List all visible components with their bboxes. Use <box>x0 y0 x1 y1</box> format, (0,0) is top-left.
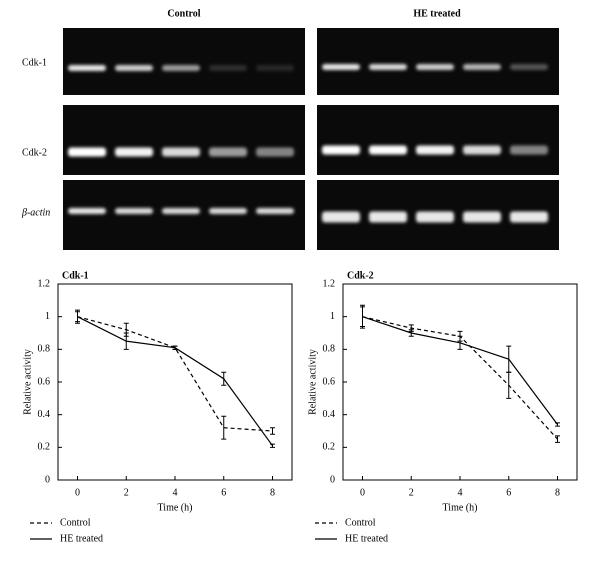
plot-frame <box>342 283 578 481</box>
y-tick-label: 0.2 <box>323 442 336 453</box>
chart-title: Cdk-2 <box>347 270 374 281</box>
y-tick-label: 1 <box>45 311 50 322</box>
error-bar <box>408 329 414 337</box>
gel-band <box>463 145 501 155</box>
gel-band <box>209 208 247 214</box>
gel-panel <box>317 105 559 175</box>
legend-label: HE treated <box>60 533 103 544</box>
y-axis-label: Relative activity <box>307 349 318 415</box>
gel-band <box>256 147 294 157</box>
error-bar <box>172 345 178 350</box>
gel-band <box>162 208 200 214</box>
y-axis-label: Relative activity <box>22 349 33 415</box>
x-tick-label: 8 <box>270 487 275 498</box>
y-tick-label: 0.6 <box>323 376 336 387</box>
data-line <box>77 316 273 432</box>
gel-band <box>68 65 106 71</box>
gel-band <box>416 64 454 70</box>
gel-row-label: Cdk-1 <box>22 57 47 68</box>
gel-band <box>68 147 106 157</box>
plot-frame <box>57 283 293 481</box>
gel-band <box>256 65 294 71</box>
y-tick-label: 0.8 <box>38 344 51 355</box>
gel-panel <box>63 180 305 250</box>
gel-band <box>162 65 200 71</box>
gel-band <box>416 145 454 155</box>
x-tick-label: 4 <box>458 487 463 498</box>
gel-band <box>510 211 548 223</box>
gel-band <box>463 211 501 223</box>
error-bar <box>221 371 227 386</box>
data-line <box>77 316 273 447</box>
error-bar <box>270 443 275 448</box>
gel-band <box>68 208 106 214</box>
error-bar <box>270 427 275 435</box>
x-tick-label: 6 <box>221 487 226 498</box>
gel-row-label: β-actin <box>21 207 50 218</box>
gel-panel <box>317 28 559 95</box>
error-bar <box>506 371 512 399</box>
error-bar <box>123 332 129 350</box>
x-tick-label: 2 <box>124 487 129 498</box>
gel-band <box>369 145 407 155</box>
gel-panel <box>63 28 305 95</box>
y-tick-label: 0.2 <box>38 442 51 453</box>
x-tick-label: 6 <box>506 487 511 498</box>
legend-label: HE treated <box>345 533 388 544</box>
x-axis-label: Time (h) <box>158 502 193 513</box>
gel-band <box>463 64 501 70</box>
gel-band <box>115 208 153 214</box>
error-bar <box>506 345 512 373</box>
x-axis-label: Time (h) <box>443 502 478 513</box>
legend-label: Control <box>345 517 376 528</box>
y-tick-label: 1.2 <box>38 278 51 289</box>
y-tick-label: 0 <box>330 474 335 485</box>
gel-column-title: HE treated <box>413 8 461 19</box>
error-bar <box>221 415 227 440</box>
gel-band <box>322 145 360 155</box>
gel-band <box>510 145 548 155</box>
gel-band <box>322 64 360 70</box>
chart-title: Cdk-1 <box>62 270 89 281</box>
y-tick-label: 0.8 <box>323 344 336 355</box>
error-bar <box>555 435 560 443</box>
y-tick-label: 1 <box>330 311 335 322</box>
x-tick-label: 4 <box>173 487 178 498</box>
y-tick-label: 0.4 <box>323 409 336 420</box>
error-bar <box>555 422 560 427</box>
gel-row-label: Cdk-2 <box>22 147 47 158</box>
gel-band <box>369 64 407 70</box>
gel-band <box>369 211 407 223</box>
gel-band <box>209 147 247 157</box>
gel-band <box>416 211 454 223</box>
y-tick-label: 1.2 <box>323 278 336 289</box>
error-bar <box>457 335 463 350</box>
error-bar <box>360 306 365 327</box>
gel-panel <box>63 105 305 175</box>
gel-band <box>256 208 294 214</box>
gel-column-title: Control <box>167 8 200 19</box>
x-tick-label: 0 <box>360 487 365 498</box>
gel-band <box>115 147 153 157</box>
legend-label: Control <box>60 517 91 528</box>
y-tick-label: 0.4 <box>38 409 51 420</box>
gel-band <box>115 65 153 71</box>
gel-band <box>510 64 548 70</box>
gel-band <box>209 65 247 71</box>
y-tick-label: 0 <box>45 474 50 485</box>
x-tick-label: 8 <box>555 487 560 498</box>
y-tick-label: 0.6 <box>38 376 51 387</box>
gel-band <box>322 211 360 223</box>
gel-band <box>162 147 200 157</box>
error-bar <box>75 309 80 324</box>
x-tick-label: 0 <box>75 487 80 498</box>
x-tick-label: 2 <box>409 487 414 498</box>
